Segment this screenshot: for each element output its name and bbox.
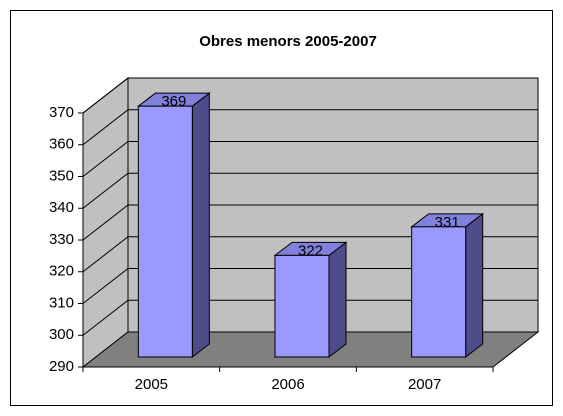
data-label: 322 [298,242,323,259]
y-tick-label: 300 [49,326,74,343]
chart-title: Obres menors 2005-2007 [199,33,377,50]
bar [274,254,330,358]
y-tick-label: 320 [49,263,74,280]
y-tick-label: 350 [49,167,74,184]
bar [137,105,193,358]
grid-line [82,299,538,336]
grid-line [82,77,538,114]
data-label: 331 [435,214,460,231]
y-tick-label: 360 [49,136,74,153]
x-tick-label: 2005 [135,376,168,393]
grid-line [82,204,538,241]
grid-line [82,236,538,273]
y-tick-label: 290 [49,358,74,375]
grid-line [82,268,538,304]
y-tick-label: 310 [49,294,74,311]
x-tick-label: 2007 [408,376,441,393]
x-tick-label: 2006 [271,376,304,393]
grid-line [82,141,538,177]
bar [411,226,467,358]
y-tick-label: 330 [49,231,74,248]
grid-line [82,109,538,146]
bar-side [191,92,210,359]
data-label: 369 [161,93,186,110]
y-tick-label: 340 [49,199,74,216]
bar-side [328,241,347,359]
y-tick-label: 370 [49,104,74,121]
grid-line [82,172,538,209]
bar-side [465,212,484,359]
